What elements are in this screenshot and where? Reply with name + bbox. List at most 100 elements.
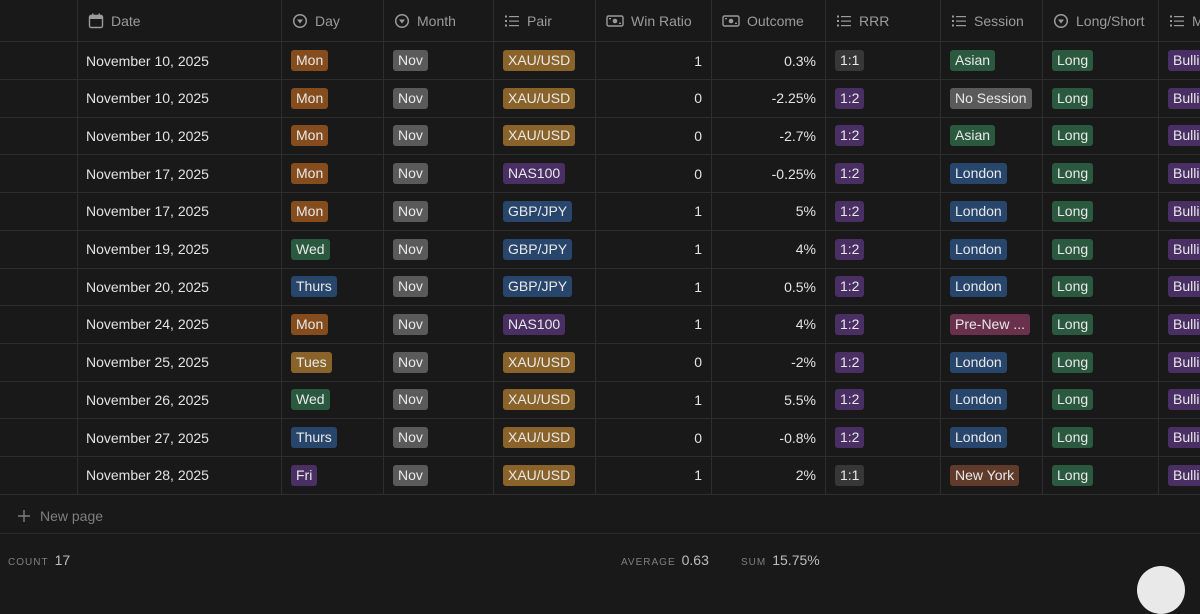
- cell-date[interactable]: November 10, 2025: [78, 117, 282, 155]
- cell-outcome[interactable]: -2%: [712, 343, 826, 381]
- cell-day[interactable]: Mon: [282, 192, 384, 230]
- cell-session[interactable]: Pre-New ...: [941, 305, 1043, 343]
- cell-pair[interactable]: XAU/USD: [494, 79, 596, 117]
- cell-date[interactable]: November 10, 2025: [78, 79, 282, 117]
- cell-month[interactable]: Nov: [384, 155, 494, 193]
- table-row[interactable]: November 10, 2025 Mon Nov XAU/USD 0 -2.7% 1:2 A…: [0, 117, 1200, 156]
- cell-session[interactable]: London: [941, 192, 1043, 230]
- cell-day[interactable]: Mon: [282, 79, 384, 117]
- cell-win[interactable]: 1: [596, 381, 712, 419]
- average-calculation[interactable]: AVERAGE 0.63: [621, 552, 709, 568]
- cell-more[interactable]: Bulli: [1159, 268, 1200, 305]
- table-row[interactable]: November 17, 2025 Mon Nov GBP/JPY 1 5% 1:2 Lond…: [0, 192, 1200, 231]
- column-header-ls[interactable]: Long/Short: [1043, 0, 1159, 42]
- cell-date[interactable]: November 17, 2025: [78, 192, 282, 230]
- cell-month[interactable]: Nov: [384, 42, 494, 79]
- cell-win[interactable]: 1: [596, 42, 712, 79]
- table-row[interactable]: November 10, 2025 Mon Nov XAU/USD 1 0.3% 1:1 As…: [0, 42, 1200, 80]
- cell-ls[interactable]: Long: [1043, 305, 1159, 343]
- cell-date[interactable]: November 20, 2025: [78, 268, 282, 306]
- cell-date[interactable]: November 27, 2025: [78, 419, 282, 456]
- cell-win[interactable]: 1: [596, 268, 712, 306]
- cell-outcome[interactable]: 5%: [712, 192, 826, 230]
- cell-more[interactable]: Bulli: [1159, 117, 1200, 154]
- cell-win[interactable]: 1: [596, 192, 712, 230]
- cell-session[interactable]: No Session: [941, 79, 1043, 117]
- cell-ls[interactable]: Long: [1043, 79, 1159, 117]
- cell-more[interactable]: Bulli: [1159, 42, 1200, 79]
- cell-pair[interactable]: NAS100: [494, 155, 596, 193]
- cell-more[interactable]: Bulli: [1159, 419, 1200, 456]
- cell-pair[interactable]: NAS100: [494, 305, 596, 343]
- cell-rrr[interactable]: 1:1: [826, 456, 941, 494]
- cell-more[interactable]: Bulli: [1159, 344, 1200, 381]
- cell-ls[interactable]: Long: [1043, 192, 1159, 230]
- cell-ls[interactable]: Long: [1043, 230, 1159, 268]
- cell-session[interactable]: London: [941, 381, 1043, 419]
- cell-session[interactable]: London: [941, 155, 1043, 193]
- cell-pair[interactable]: XAU/USD: [494, 42, 596, 79]
- cell-rrr[interactable]: 1:2: [826, 305, 941, 343]
- cell-date[interactable]: November 19, 2025: [78, 230, 282, 268]
- table-row[interactable]: November 27, 2025 Thurs Nov XAU/USD 0 -0.8% 1:…: [0, 419, 1200, 457]
- column-header-rrr[interactable]: RRR: [826, 0, 941, 42]
- cell-month[interactable]: Nov: [384, 192, 494, 230]
- cell-rrr[interactable]: 1:2: [826, 230, 941, 268]
- cell-session[interactable]: Asian: [941, 42, 1043, 79]
- cell-pair[interactable]: XAU/USD: [494, 381, 596, 419]
- cell-rrr[interactable]: 1:2: [826, 268, 941, 306]
- cell-month[interactable]: Nov: [384, 268, 494, 306]
- cell-more[interactable]: Bulli: [1159, 306, 1200, 343]
- cell-month[interactable]: Nov: [384, 230, 494, 268]
- column-header-session[interactable]: Session: [941, 0, 1043, 42]
- column-header-month[interactable]: Month: [384, 0, 494, 42]
- cell-month[interactable]: Nov: [384, 456, 494, 494]
- cell-win[interactable]: 0: [596, 343, 712, 381]
- table-row[interactable]: November 28, 2025 Fri Nov XAU/USD 1 2% 1:1 New …: [0, 456, 1200, 495]
- cell-ls[interactable]: Long: [1043, 456, 1159, 494]
- cell-day[interactable]: Thurs: [282, 419, 384, 456]
- cell-win[interactable]: 0: [596, 117, 712, 155]
- cell-month[interactable]: Nov: [384, 343, 494, 381]
- cell-date[interactable]: November 17, 2025: [78, 155, 282, 193]
- cell-date[interactable]: November 28, 2025: [78, 456, 282, 494]
- cell-day[interactable]: Mon: [282, 305, 384, 343]
- cell-rrr[interactable]: 1:2: [826, 192, 941, 230]
- cell-month[interactable]: Nov: [384, 117, 494, 155]
- cell-ls[interactable]: Long: [1043, 117, 1159, 155]
- cell-day[interactable]: Mon: [282, 117, 384, 155]
- column-header-date[interactable]: Date: [78, 0, 282, 42]
- cell-pair[interactable]: GBP/JPY: [494, 192, 596, 230]
- cell-session[interactable]: London: [941, 419, 1043, 456]
- cell-month[interactable]: Nov: [384, 305, 494, 343]
- cell-rrr[interactable]: 1:2: [826, 419, 941, 456]
- cell-pair[interactable]: XAU/USD: [494, 456, 596, 494]
- cell-session[interactable]: Asian: [941, 117, 1043, 155]
- cell-day[interactable]: Mon: [282, 42, 384, 79]
- cell-session[interactable]: London: [941, 343, 1043, 381]
- cell-pair[interactable]: XAU/USD: [494, 343, 596, 381]
- cell-day[interactable]: Thurs: [282, 268, 384, 306]
- cell-day[interactable]: Tues: [282, 343, 384, 381]
- cell-pair[interactable]: XAU/USD: [494, 117, 596, 155]
- table-row[interactable]: November 20, 2025 Thurs Nov GBP/JPY 1 0.5% 1:2…: [0, 268, 1200, 307]
- cell-month[interactable]: Nov: [384, 419, 494, 456]
- cell-outcome[interactable]: 0.5%: [712, 268, 826, 306]
- column-header-win[interactable]: Win Ratio: [596, 0, 712, 42]
- count-calculation[interactable]: COUNT 17: [8, 552, 70, 568]
- cell-outcome[interactable]: -2.7%: [712, 117, 826, 155]
- cell-rrr[interactable]: 1:2: [826, 343, 941, 381]
- column-header-outcome[interactable]: Outcome: [712, 0, 826, 42]
- column-header-day[interactable]: Day: [282, 0, 384, 42]
- cell-win[interactable]: 0: [596, 79, 712, 117]
- table-row[interactable]: November 19, 2025 Wed Nov GBP/JPY 1 4% 1:2 Lond…: [0, 230, 1200, 269]
- cell-more[interactable]: Bulli: [1159, 381, 1200, 418]
- cell-win[interactable]: 1: [596, 230, 712, 268]
- cell-rrr[interactable]: 1:2: [826, 79, 941, 117]
- cell-date[interactable]: November 24, 2025: [78, 305, 282, 343]
- cell-session[interactable]: New York: [941, 456, 1043, 494]
- cell-outcome[interactable]: -2.25%: [712, 79, 826, 117]
- cell-ls[interactable]: Long: [1043, 343, 1159, 381]
- cell-date[interactable]: November 25, 2025: [78, 343, 282, 381]
- cell-win[interactable]: 0: [596, 155, 712, 193]
